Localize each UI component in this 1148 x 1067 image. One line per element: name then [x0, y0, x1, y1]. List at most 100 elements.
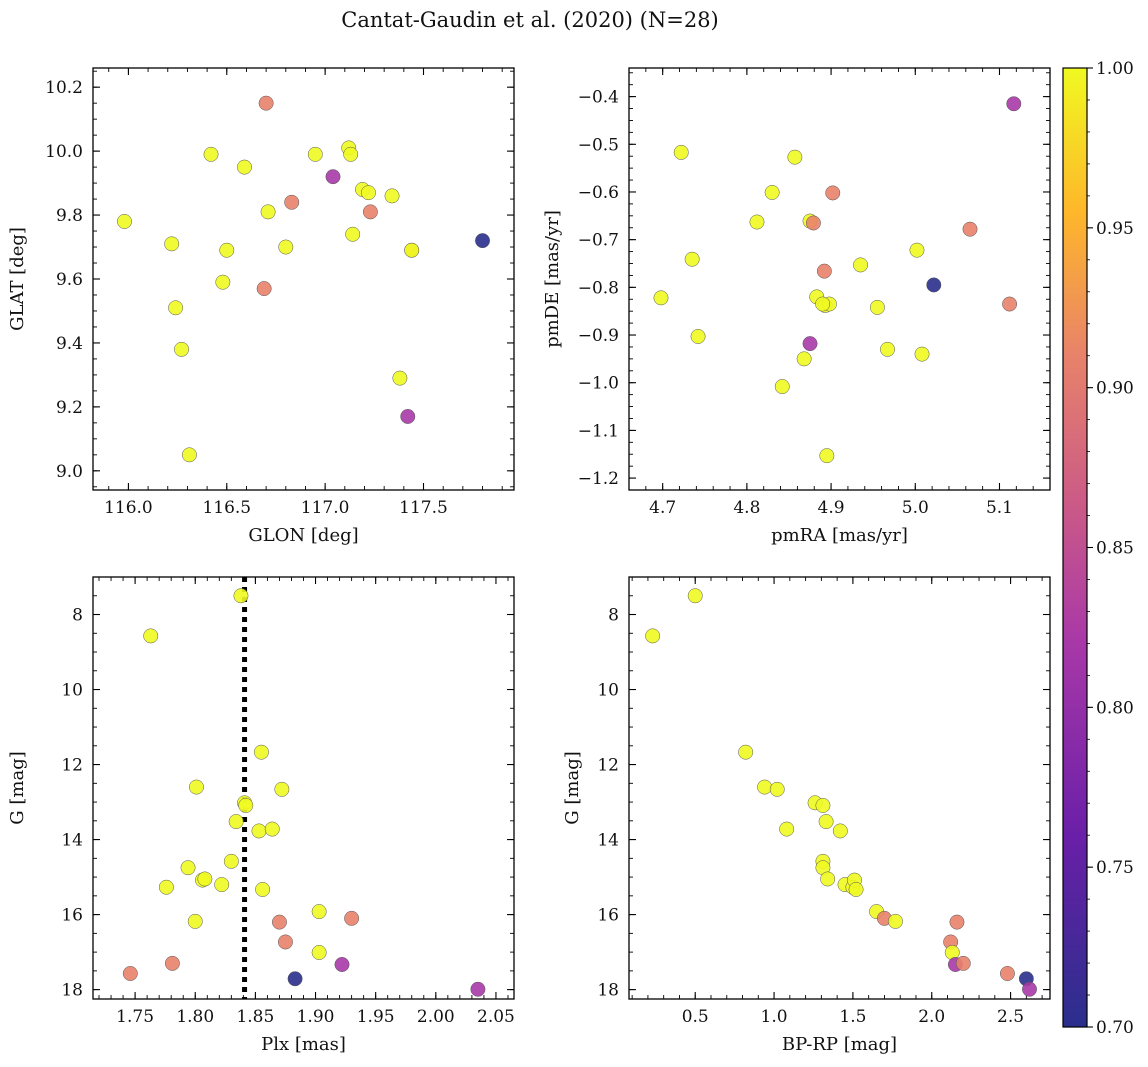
y-tick-label: 8 [72, 606, 83, 626]
axes-frame [628, 576, 1051, 1000]
scatter-point [219, 242, 235, 258]
scatter-point [278, 934, 293, 950]
scatter-point [197, 871, 213, 887]
scatter-point [816, 263, 832, 279]
scatter-point [237, 159, 252, 175]
y-tick-label: 10.0 [45, 142, 83, 162]
scatter-point [820, 871, 836, 887]
y-tick-label: 14 [597, 831, 619, 851]
y-axis-label: G [mag] [7, 751, 28, 824]
y-tick-label: 16 [597, 906, 619, 926]
scatter-point [684, 251, 700, 267]
scatter-point [470, 981, 486, 997]
y-axis-label: GLAT [deg] [7, 227, 28, 331]
x-tick-label: 1.85 [236, 1007, 274, 1027]
x-axis-label: GLON [deg] [248, 525, 358, 546]
scatter-point [687, 588, 703, 604]
colorbar-tick-label: 0.85 [1096, 539, 1134, 559]
x-tick-label: 117.5 [399, 498, 448, 518]
scatter-point [653, 290, 669, 306]
colorbar-tick-label: 0.90 [1096, 379, 1134, 399]
y-tick-label: 10 [61, 681, 83, 701]
scatter-point [255, 882, 271, 897]
scatter-point [223, 853, 239, 869]
scatter-point [188, 779, 204, 795]
x-tick-label: 117.0 [301, 498, 350, 518]
colorbar-tick-label: 1.00 [1096, 59, 1134, 79]
scatter-point [815, 296, 831, 312]
x-tick-label: 116.0 [104, 498, 153, 518]
scatter-point [360, 185, 376, 201]
x-tick-label: 0.5 [682, 1007, 709, 1027]
scatter-point [475, 233, 490, 249]
y-tick-label: 9.4 [56, 334, 83, 354]
scatter-point [158, 879, 174, 895]
panel-4: 0.5 1.0 1.5 2.0 2.5 8 10 12 14 16 18 BP-RP [mag] G [… [562, 576, 1051, 1055]
scatter-point [343, 146, 359, 162]
y-tick-label: 16 [61, 906, 83, 926]
scatter-point [251, 823, 267, 839]
scatter-point [143, 628, 159, 644]
scatter-point [818, 814, 834, 830]
y-tick-label: 9.8 [56, 206, 83, 226]
scatter-point [392, 370, 408, 386]
scatter-point [774, 379, 790, 394]
y-tick-label: −0.6 [578, 183, 619, 203]
x-axis-label: BP-RP [mag] [782, 1034, 897, 1055]
scatter-point [238, 797, 254, 813]
x-tick-label: 4.8 [733, 498, 760, 518]
scatter-point [853, 257, 868, 273]
scatter-point [962, 221, 978, 237]
scatter-point [362, 204, 378, 220]
scatter-point [796, 351, 812, 367]
scatter-point [214, 877, 230, 893]
axes-frame [628, 67, 1051, 491]
scatter-point [181, 447, 197, 463]
y-tick-label: 8 [608, 606, 619, 626]
scatter-point [203, 146, 219, 162]
scatter-point [404, 242, 420, 258]
panels-group: 116.0 116.5 117.0 117.5 9.0 9.2 9.4 9.6 9.8 10.0 1… [7, 67, 1051, 1055]
y-tick-label: 10 [597, 681, 619, 701]
x-tick-label: 4.9 [818, 498, 845, 518]
scatter-point [738, 744, 754, 760]
scatter-point [645, 628, 661, 644]
scatter-point [164, 236, 180, 252]
y-axis-label: G [mag] [562, 751, 583, 824]
y-tick-label: −0.4 [578, 88, 619, 108]
y-tick-label: −0.7 [578, 231, 619, 251]
y-tick-label: −0.5 [578, 135, 619, 155]
scatter-point [117, 214, 132, 229]
x-tick-label: 1.95 [357, 1007, 395, 1027]
x-tick-label: 5.0 [902, 498, 929, 518]
scatter-point [345, 226, 361, 242]
scatter-point [164, 955, 180, 971]
scatter-point [284, 194, 300, 210]
scatter-point [764, 185, 780, 200]
scatter-point [233, 588, 249, 604]
y-tick-label: −1.2 [578, 469, 619, 489]
x-tick-label: 116.5 [202, 498, 251, 518]
scatter-point [819, 448, 835, 464]
y-tick-label: 10.2 [45, 78, 83, 98]
y-tick-label: 18 [61, 981, 83, 1001]
y-tick-label: −1.1 [578, 421, 619, 441]
scatter-point [949, 914, 965, 930]
scatter-point [334, 957, 350, 972]
y-tick-label: −1.0 [578, 374, 619, 394]
scatter-point [926, 277, 942, 293]
y-tick-label: 9.2 [56, 398, 83, 418]
x-tick-label: 4.7 [649, 498, 676, 518]
scatter-point [253, 744, 269, 760]
scatter-point [174, 341, 189, 357]
scatter-point [690, 329, 706, 344]
scatter-point [168, 300, 184, 316]
panel-3: 1.75 1.80 1.85 1.90 1.95 2.00 2.05 8 10 12 14 16 18 P… [7, 576, 515, 1055]
scatter-point [802, 336, 818, 352]
x-tick-label: 2.5 [997, 1007, 1024, 1027]
colorbar-tick-label: 0.80 [1096, 698, 1134, 718]
scatter-point [260, 204, 276, 220]
colorbar-gradient [1062, 67, 1088, 1028]
panel-2: 4.7 4.8 4.9 5.0 5.1 −0.4 −0.5 −0.6 −0.7 −0.8 −0.9 −… [542, 67, 1051, 546]
